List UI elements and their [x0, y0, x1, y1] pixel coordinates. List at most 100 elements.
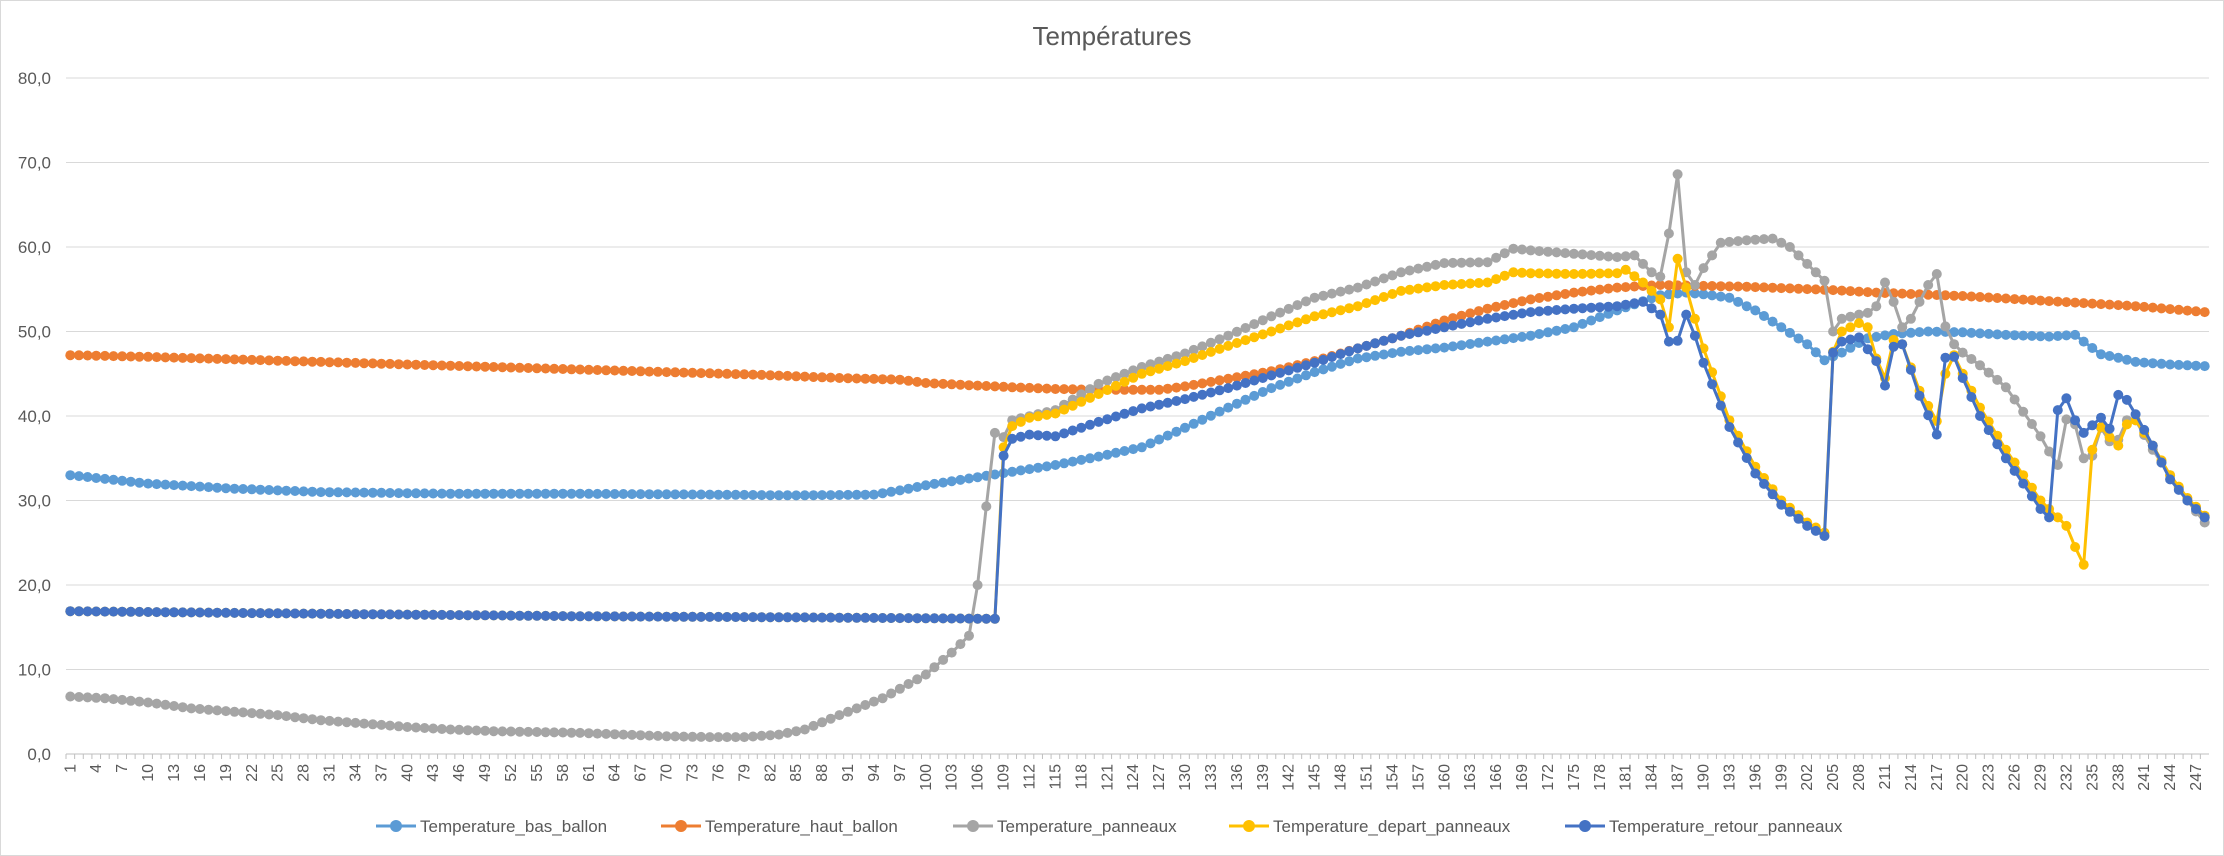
data-point	[359, 487, 370, 498]
data-point	[1326, 307, 1337, 318]
data-point	[851, 373, 862, 384]
x-tick-label: 151	[1358, 764, 1375, 791]
data-point	[1715, 291, 1726, 302]
data-point	[1767, 316, 1778, 327]
data-point	[1318, 309, 1329, 320]
data-point	[1465, 278, 1476, 289]
data-point	[488, 488, 499, 499]
data-point	[350, 717, 361, 728]
data-point	[1231, 338, 1242, 348]
data-point	[687, 367, 698, 378]
data-point	[1370, 276, 1381, 287]
data-point	[1456, 279, 1467, 289]
data-point	[333, 608, 344, 619]
series-Temperature_depart_panneaux	[65, 253, 2210, 624]
data-point	[2044, 446, 2055, 457]
data-point	[1810, 284, 1821, 295]
data-point	[2165, 474, 2176, 485]
data-point	[1733, 281, 1744, 292]
data-point	[1249, 375, 1260, 386]
series-Temperature_panneaux	[65, 169, 2210, 743]
data-point	[1975, 360, 1985, 371]
data-point	[2018, 330, 2029, 341]
data-point	[601, 488, 612, 499]
data-point	[281, 608, 292, 619]
data-point	[376, 609, 387, 620]
data-point	[2147, 302, 2158, 313]
data-point	[583, 488, 594, 499]
data-point	[169, 607, 179, 618]
data-point	[773, 490, 784, 501]
x-tick-label: 217	[1929, 764, 1946, 791]
data-point	[903, 375, 914, 386]
data-point	[1154, 384, 1165, 395]
data-point	[186, 353, 197, 364]
data-point	[1698, 263, 1709, 274]
data-point	[2173, 359, 2184, 370]
data-point	[1836, 336, 1847, 347]
data-point	[117, 694, 128, 705]
data-point	[350, 487, 361, 498]
data-point	[1205, 346, 1216, 357]
data-point	[324, 715, 335, 726]
data-point	[376, 358, 387, 369]
data-point	[938, 654, 949, 665]
data-point	[1646, 267, 1657, 278]
data-point	[1612, 282, 1623, 293]
data-point	[989, 469, 1000, 480]
data-point	[1689, 313, 1700, 324]
data-point	[497, 362, 508, 373]
data-point	[696, 489, 707, 500]
legend-label: Temperature_depart_panneaux	[1273, 817, 1511, 836]
data-point	[419, 609, 430, 620]
data-point	[1205, 387, 1216, 398]
data-point	[99, 606, 110, 617]
data-point	[1361, 279, 1372, 290]
data-point	[1266, 311, 1277, 322]
data-point	[1491, 312, 1502, 323]
data-point	[1231, 372, 1242, 383]
data-point	[920, 669, 931, 680]
data-point	[1836, 313, 1847, 324]
data-point	[1862, 344, 1873, 355]
data-point	[981, 613, 992, 624]
x-tick-label: 94	[866, 764, 883, 782]
data-point	[920, 378, 931, 388]
data-point	[1240, 335, 1251, 346]
data-point	[1197, 378, 1208, 389]
data-point	[1301, 370, 1311, 381]
data-point	[765, 370, 776, 381]
data-point	[1681, 309, 1692, 320]
data-point	[367, 609, 378, 620]
data-point	[592, 728, 603, 739]
data-point	[1543, 291, 1553, 302]
data-point	[229, 706, 240, 717]
data-point	[462, 610, 473, 621]
data-point	[99, 693, 110, 704]
data-point	[2191, 504, 2201, 514]
data-point	[670, 731, 681, 742]
data-point	[825, 612, 836, 623]
data-point	[1396, 346, 1407, 357]
data-point	[2009, 465, 2020, 476]
data-point	[445, 488, 456, 499]
data-point	[117, 606, 128, 617]
data-point	[1413, 345, 1424, 356]
data-point	[1741, 301, 1752, 312]
data-point	[704, 489, 715, 500]
data-point	[169, 352, 179, 363]
data-point	[2087, 343, 2098, 353]
data-point	[566, 727, 577, 738]
data-point	[1672, 169, 1683, 180]
data-point	[748, 731, 758, 742]
data-point	[143, 351, 154, 362]
data-point	[462, 488, 473, 499]
data-point	[843, 706, 853, 717]
data-point	[1439, 280, 1450, 290]
data-point	[1724, 422, 1735, 432]
data-point	[1154, 356, 1165, 367]
data-point	[868, 373, 879, 384]
data-point	[203, 704, 214, 715]
data-point	[1577, 303, 1588, 314]
data-point	[1214, 343, 1225, 354]
